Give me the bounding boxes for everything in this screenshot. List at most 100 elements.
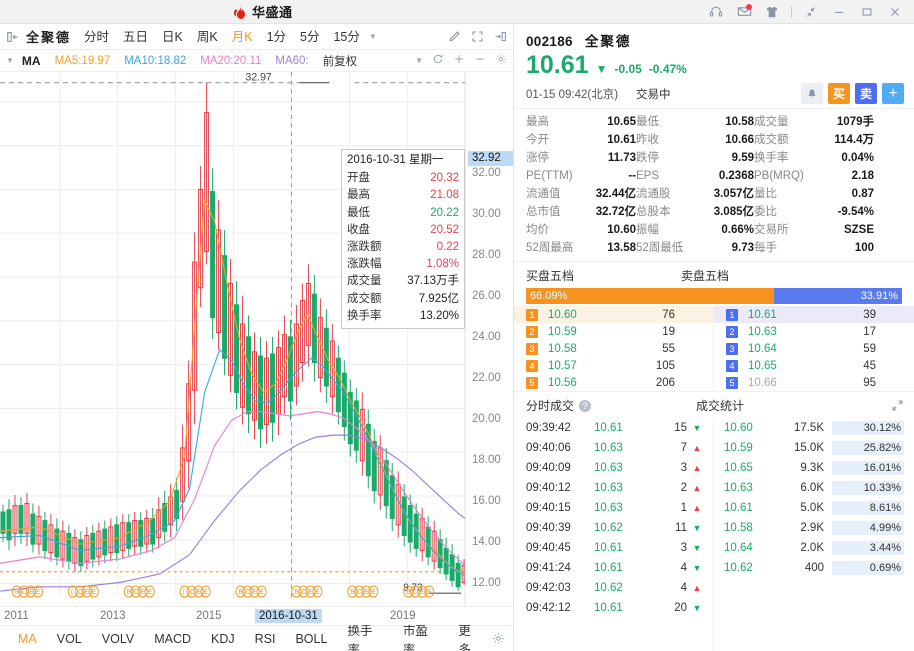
stat-key: 流通值: [526, 188, 561, 200]
ask-price: 10.63: [748, 325, 777, 338]
help-question-icon[interactable]: ?: [579, 399, 592, 412]
tick-row: 09:40:12 10.63 2 ▲: [514, 478, 713, 498]
tick-price: 10.63: [594, 462, 623, 474]
svg-text:E: E: [259, 589, 264, 596]
y-axis-top-label: 32.92: [468, 151, 513, 166]
ask-volume: 17: [863, 325, 876, 338]
tab-wuri[interactable]: 五日: [123, 29, 149, 44]
refresh-icon[interactable]: [432, 53, 444, 68]
svg-text:B: B: [15, 589, 20, 596]
indicator-more[interactable]: 更多: [458, 623, 471, 651]
alert-bell-button[interactable]: [801, 83, 823, 104]
quote-header: 002186 全聚德 10.61 ▼ -0.05 -0.47% 01-15 09…: [514, 24, 914, 109]
ask-row[interactable]: 2 10.63 17: [714, 323, 914, 340]
tick-direction-icon: ▼: [692, 523, 702, 533]
zoom-out-icon[interactable]: [474, 53, 486, 68]
ask-row[interactable]: 3 10.64 59: [714, 340, 914, 357]
stat-key: EPS: [636, 170, 660, 182]
bid-row[interactable]: 2 10.59 19: [514, 323, 713, 340]
bid-row[interactable]: 1 10.60 76: [514, 306, 713, 323]
tab-15min[interactable]: 15分: [333, 29, 360, 44]
stat-value: 0.66%: [721, 224, 754, 236]
stat-row: 10.65 9.3K 16.01%: [714, 458, 914, 478]
dock-right-icon[interactable]: [494, 30, 507, 43]
headset-icon[interactable]: [703, 1, 729, 23]
svg-text:C: C: [134, 589, 139, 596]
ask-row[interactable]: 5 10.66 95: [714, 374, 914, 391]
sidebar-toggle-icon[interactable]: [4, 30, 22, 44]
bid-column: 1 10.60 76 2 10.59 19 3 10.58 55 4 10.57 105 5 10…: [514, 306, 714, 391]
stat-value: 9.59: [731, 152, 754, 164]
indicator-vol[interactable]: VOL: [56, 631, 82, 646]
ask-level: 2: [726, 325, 738, 338]
bid-row[interactable]: 4 10.57 105: [514, 357, 713, 374]
ma-label: MA: [21, 53, 41, 68]
indicator-rsi[interactable]: RSI: [254, 631, 276, 646]
tab-fenshi[interactable]: 分时: [84, 29, 110, 44]
tab-1min[interactable]: 1分: [266, 29, 287, 44]
ask-price: 10.65: [748, 359, 777, 372]
indicator-turnover-rate[interactable]: 换手率: [347, 623, 373, 651]
tab-5min[interactable]: 5分: [300, 29, 320, 44]
stat-price: 10.62: [724, 562, 753, 574]
indicator-ma[interactable]: MA: [18, 631, 37, 646]
add-watchlist-button[interactable]: +: [882, 83, 904, 104]
chevron-down-icon[interactable]: ▼: [415, 56, 423, 65]
stat-row: 10.58 2.9K 4.99%: [714, 518, 914, 538]
indicator-macd[interactable]: MACD: [154, 631, 191, 646]
tick-time: 09:40:39: [526, 522, 571, 534]
tab-weekly-k[interactable]: 周K: [196, 29, 218, 44]
tick-volume: 11: [675, 522, 687, 534]
fullscreen-icon[interactable]: [471, 30, 484, 43]
chevron-down-icon[interactable]: ▼: [368, 32, 377, 41]
tab-daily-k[interactable]: 日K: [162, 29, 183, 44]
expand-icon[interactable]: [891, 399, 904, 412]
tick-row: 09:40:39 10.62 11 ▼: [514, 518, 713, 538]
peak-label: 32.97: [246, 72, 272, 84]
maximize-icon[interactable]: [854, 1, 880, 23]
chevron-down-icon[interactable]: ▼: [6, 56, 14, 65]
y-tick-28: 28.00: [472, 249, 501, 261]
quote-price-line: 10.61 ▼ -0.05 -0.47%: [526, 51, 904, 80]
buy-button[interactable]: 买: [828, 83, 850, 104]
mail-badge: [746, 3, 752, 10]
theme-shirt-icon[interactable]: [759, 1, 785, 23]
bid-ratio: 66.09%: [526, 288, 775, 304]
svg-text:(: (: [71, 589, 74, 596]
stat-amount: 17.5K: [793, 422, 824, 434]
sell-button[interactable]: 卖: [855, 83, 877, 104]
minimize-icon[interactable]: [826, 1, 852, 23]
zoom-in-icon[interactable]: [453, 53, 465, 68]
gear-icon[interactable]: [495, 53, 507, 68]
ask-level: 3: [726, 342, 738, 355]
y-tick-14: 14.00: [472, 536, 501, 548]
ask-row[interactable]: 4 10.65 45: [714, 357, 914, 374]
pencil-draw-icon[interactable]: [448, 30, 461, 43]
indicator-kdj[interactable]: KDJ: [211, 631, 235, 646]
tab-monthly-k[interactable]: 月K: [231, 29, 253, 44]
mail-icon[interactable]: [731, 1, 757, 23]
y-tick-20: 20.00: [472, 413, 501, 425]
tick-time: 09:40:12: [526, 482, 571, 494]
stat-row: 10.60 17.5K 30.12%: [714, 418, 914, 438]
candle-tooltip: 2016-10-31 星期一 开盘 20.32 最高 21.08 最低 20.22 收…: [341, 149, 465, 330]
tick-price: 10.61: [594, 422, 623, 434]
ask-level: 5: [726, 376, 738, 389]
y-tick-18: 18.00: [472, 454, 501, 466]
indicator-pe-ratio[interactable]: 市盈率: [402, 623, 428, 651]
indicator-volv[interactable]: VOLV: [101, 631, 135, 646]
ask-row[interactable]: 1 10.61 39: [714, 306, 914, 323]
adjustment-mode[interactable]: 前复权: [322, 55, 358, 68]
gear-icon[interactable]: [492, 632, 505, 645]
tooltip-value: 20.22: [430, 206, 459, 219]
collapse-icon[interactable]: [798, 1, 824, 23]
tick-title: 分时成交: [526, 399, 575, 413]
close-icon[interactable]: [882, 1, 908, 23]
indicator-boll[interactable]: BOLL: [295, 631, 328, 646]
tooltip-key: 最高: [347, 189, 370, 202]
bid-row[interactable]: 3 10.58 55: [514, 340, 713, 357]
tick-time: 09:42:12: [526, 602, 571, 614]
stat-value: 2.18: [851, 170, 874, 182]
bid-row[interactable]: 5 10.56 206: [514, 374, 713, 391]
candlestick-chart[interactable]: 32.97: [0, 72, 513, 606]
